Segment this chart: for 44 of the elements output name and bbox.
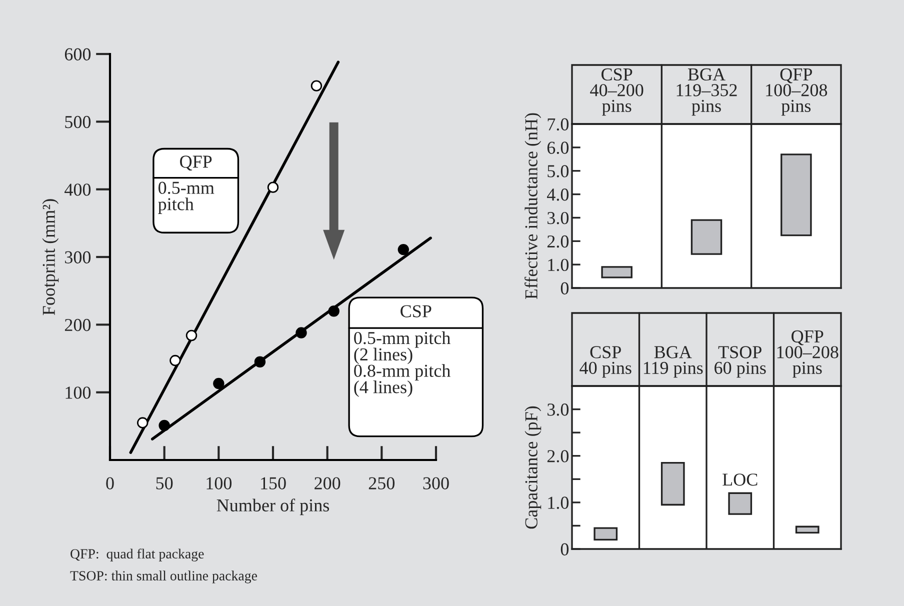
y-axis-title: Capacitance (pF) xyxy=(524,406,542,529)
annotation: LOC xyxy=(722,474,758,486)
y-tick-label: 100 xyxy=(66,386,91,399)
y-tick-label: 1.0 xyxy=(548,496,569,509)
x-tick-label: 250 xyxy=(368,477,395,490)
y-tick-label: 600 xyxy=(64,48,91,60)
x-tick-label: QFP 100–208 pins xyxy=(777,330,838,378)
text: 0.5-mm pitch xyxy=(158,182,214,214)
x-tick-label: CSP 40 pins xyxy=(580,346,632,378)
x-tick-label: 200 xyxy=(314,477,340,490)
x-tick-label: 100 xyxy=(206,477,232,490)
text: TSOP: thin small outline package xyxy=(70,570,257,584)
y-tick-label: 2.0 xyxy=(547,450,569,462)
y-tick-label: 3.0 xyxy=(548,212,569,224)
y-tick-label: 300 xyxy=(65,251,91,264)
y-tick-label: 5.0 xyxy=(548,165,569,178)
annotation: QFP xyxy=(180,156,212,171)
y-tick-label: 4.0 xyxy=(547,188,569,201)
y-tick-label: 0 xyxy=(560,543,569,556)
x-tick-label: CSP 40–200 pins xyxy=(590,68,644,116)
text: (2 lines) 0.8-mm pitch (4 lines) xyxy=(354,348,450,397)
y-tick-label: 500 xyxy=(65,116,91,128)
y-tick-label: 400 xyxy=(64,184,91,196)
text: QFP: quad flat package xyxy=(70,548,204,562)
y-tick-label: 7.0 xyxy=(548,118,569,131)
x-tick-label: QFP 100–208 pins xyxy=(766,68,828,116)
y-axis-title: Effective inductance (nH) xyxy=(524,113,542,300)
y-tick-label: 200 xyxy=(64,318,91,332)
annotation: 0.5-mm pitch xyxy=(354,331,450,348)
annotation: CSP xyxy=(400,305,432,318)
y-tick-label: 2.0 xyxy=(547,235,569,248)
x-axis-title: Number of pins xyxy=(216,498,330,516)
x-tick-label: 50 xyxy=(156,477,173,490)
y-tick-label: 3.0 xyxy=(548,404,569,416)
x-tick-label: 300 xyxy=(423,477,449,490)
y-tick-label: 6.0 xyxy=(547,142,569,154)
y-tick-label: 0 xyxy=(560,282,569,294)
x-tick-label: TSOP 60 pins xyxy=(714,346,766,378)
y-axis-title: Footprint (mm²) xyxy=(42,199,59,316)
x-tick-label: 150 xyxy=(261,477,286,490)
x-tick-label: 0 xyxy=(106,477,114,490)
y-tick-label: 1.0 xyxy=(548,258,569,272)
x-tick-label: BGA 119–352 pins xyxy=(676,68,737,116)
x-tick-label: BGA 119 pins xyxy=(644,346,703,378)
